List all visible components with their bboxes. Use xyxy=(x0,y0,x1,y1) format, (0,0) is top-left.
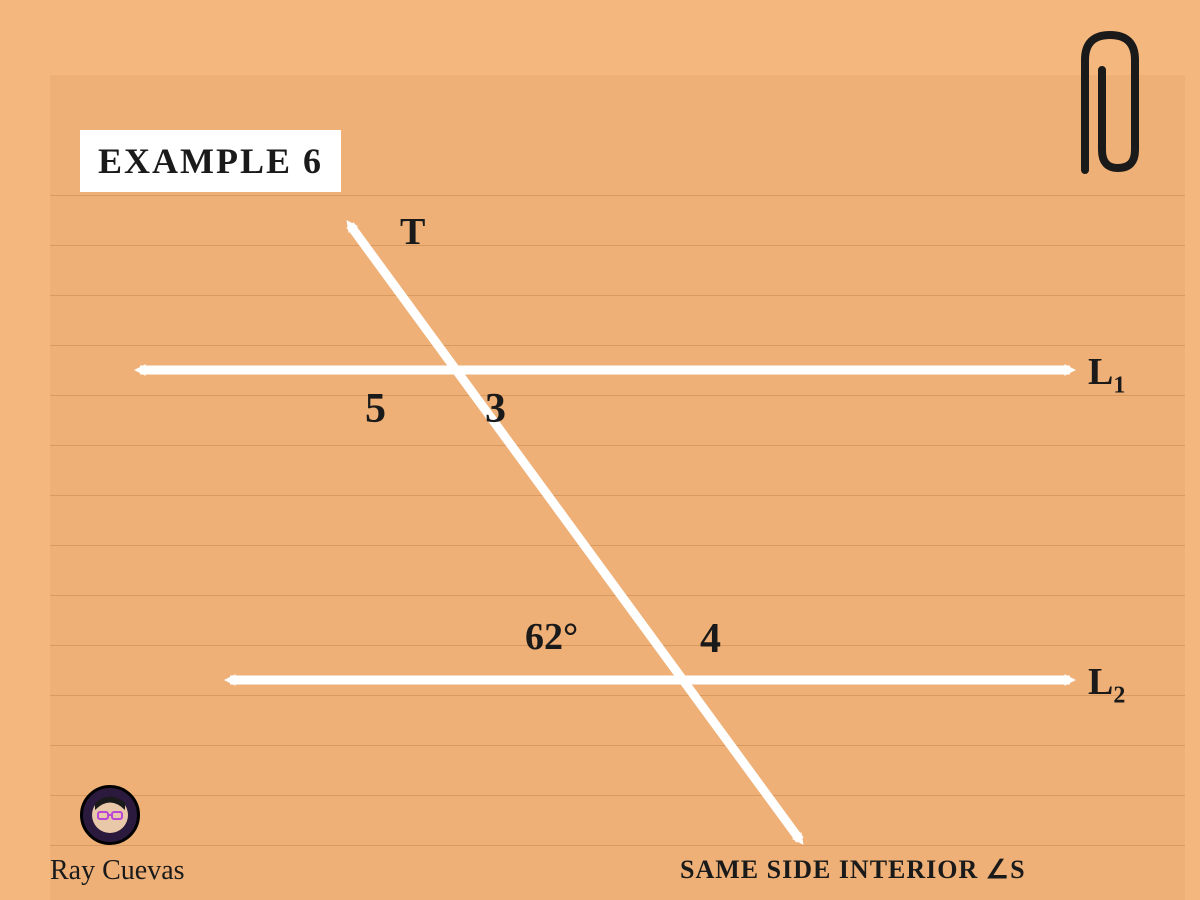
transversal-T xyxy=(350,225,800,840)
author-avatar xyxy=(80,785,140,845)
footer-caption: SAME SIDE INTERIOR ∠S xyxy=(680,855,1026,885)
author-signature: Ray Cuevas xyxy=(50,855,185,887)
angle-4-label: 4 xyxy=(700,615,721,663)
label-L2: L2 xyxy=(1088,660,1125,710)
angle-3-label: 3 xyxy=(485,385,506,433)
avatar-face xyxy=(90,795,130,835)
geometry-diagram xyxy=(0,0,1200,900)
label-T: T xyxy=(400,210,425,254)
angle-62-label: 62° xyxy=(525,615,578,659)
label-L1: L1 xyxy=(1088,350,1125,400)
paperclip-icon xyxy=(1050,20,1170,200)
angle-5-label: 5 xyxy=(365,385,386,433)
